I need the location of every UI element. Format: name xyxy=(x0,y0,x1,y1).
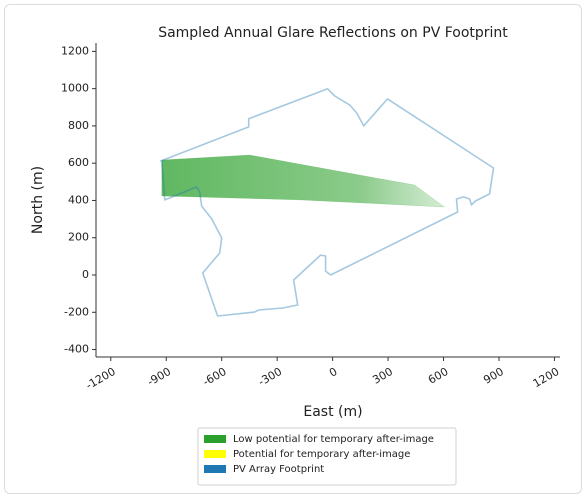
y-tick-label: 1200 xyxy=(61,44,89,57)
x-tick-label: -1200 xyxy=(84,365,118,392)
y-tick-label: 600 xyxy=(68,156,89,169)
x-tick-label: -900 xyxy=(145,365,173,389)
chart-title: Sampled Annual Glare Reflections on PV F… xyxy=(158,25,508,41)
y-tick-label: -200 xyxy=(64,305,89,318)
card xyxy=(4,4,582,494)
y-tick-label: -400 xyxy=(64,343,89,356)
y-tick-label: 800 xyxy=(68,119,89,132)
footprint-outline xyxy=(159,88,495,317)
x-tick-label: 1200 xyxy=(531,365,562,390)
legend-label: PV Array Footprint xyxy=(233,464,324,475)
y-tick-label: 1000 xyxy=(61,82,89,95)
x-tick-label: 600 xyxy=(426,365,451,387)
x-tick-label: -300 xyxy=(256,365,284,389)
x-tick-label: -600 xyxy=(201,365,229,389)
glare-region xyxy=(161,154,445,208)
x-axis-label: East (m) xyxy=(303,404,362,420)
legend-box xyxy=(197,427,457,486)
y-tick-label: 400 xyxy=(68,193,89,206)
y-axis-label: North (m) xyxy=(30,166,46,234)
y-tick-label: 200 xyxy=(68,231,89,244)
x-tick-label: 900 xyxy=(481,365,506,387)
legend-swatch xyxy=(204,450,226,458)
legend-label: Low potential for temporary after-image xyxy=(233,434,434,445)
legend-swatch xyxy=(204,435,226,443)
y-tick-label: 0 xyxy=(82,268,89,281)
x-tick-label: 300 xyxy=(370,365,395,387)
legend-label: Potential for temporary after-image xyxy=(233,449,410,460)
x-tick-label: 0 xyxy=(327,365,340,380)
legend-swatch xyxy=(204,465,226,473)
